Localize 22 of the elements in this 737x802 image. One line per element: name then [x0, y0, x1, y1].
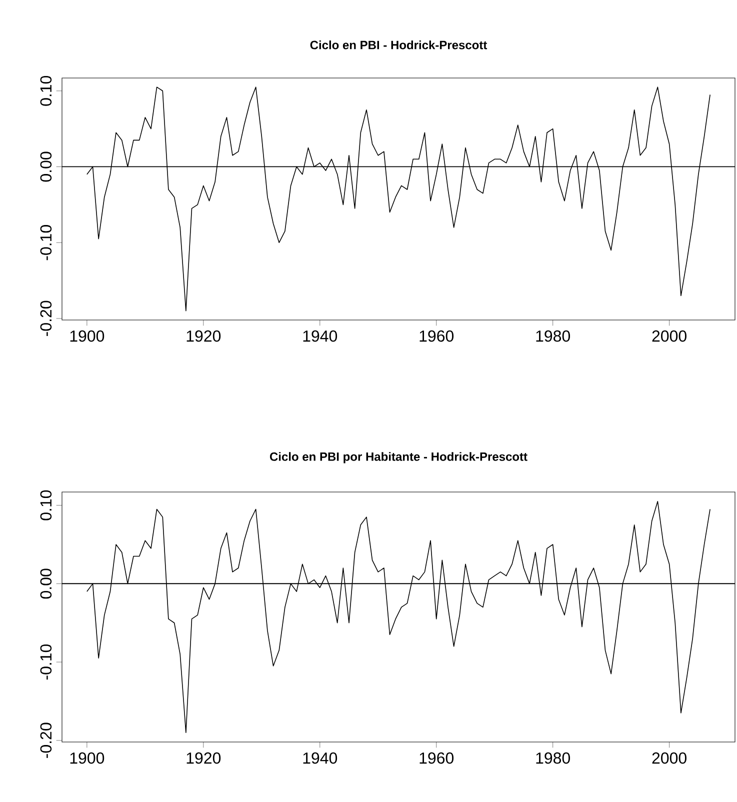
x-tick-label: 1980	[536, 330, 570, 342]
x-tick-label: 2000	[652, 330, 686, 342]
x-tick-label: 1920	[186, 752, 221, 764]
y-tick-label: -0.20	[40, 300, 52, 336]
x-tick-label: 1940	[303, 752, 338, 764]
x-tick-label: 1980	[536, 752, 570, 764]
x-tick-label: 1960	[420, 752, 454, 764]
x-tick-label: 1900	[70, 330, 104, 342]
y-tick-label: -0.10	[40, 644, 52, 680]
y-tick-label: 0.00	[40, 152, 52, 182]
y-tick-label: -0.20	[40, 722, 52, 758]
y-tick-label: 0.10	[40, 76, 52, 106]
chart-title: Ciclo en PBI por Habitante - Hodrick-Prescott	[270, 452, 528, 464]
y-tick-label: 0.00	[40, 568, 52, 599]
y-tick-label: 0.10	[40, 490, 52, 520]
x-tick-label: 1920	[186, 330, 221, 342]
x-tick-label: 2000	[652, 752, 686, 764]
x-tick-label: 1960	[420, 330, 454, 342]
x-tick-label: 1900	[70, 752, 104, 764]
chart-title: Ciclo en PBI - Hodrick-Prescott	[310, 40, 488, 50]
x-tick-label: 1940	[303, 330, 338, 342]
y-tick-label: -0.10	[40, 225, 52, 260]
